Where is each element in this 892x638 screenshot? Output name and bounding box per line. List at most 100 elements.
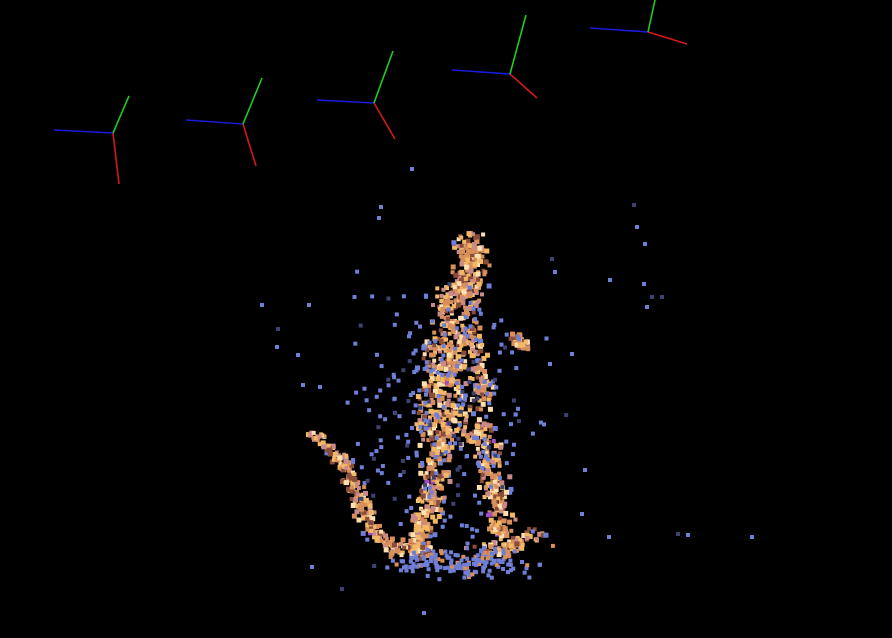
point xyxy=(484,449,489,454)
point xyxy=(325,447,331,453)
point xyxy=(473,317,478,322)
point xyxy=(500,528,506,534)
point xyxy=(524,532,530,538)
point xyxy=(423,293,428,298)
point xyxy=(492,503,498,508)
point xyxy=(460,323,465,328)
point xyxy=(457,347,462,353)
point xyxy=(524,566,529,571)
point xyxy=(372,535,376,540)
point xyxy=(456,564,461,568)
point xyxy=(501,508,506,513)
point xyxy=(477,464,482,468)
point xyxy=(354,390,359,395)
point xyxy=(508,558,513,563)
point xyxy=(468,376,473,380)
point xyxy=(423,476,428,480)
point xyxy=(480,556,485,561)
point xyxy=(473,429,479,435)
point xyxy=(453,334,459,340)
point xyxy=(503,345,508,350)
point xyxy=(475,553,480,558)
point xyxy=(449,367,454,372)
point xyxy=(426,567,431,572)
point xyxy=(433,555,438,560)
point xyxy=(459,558,464,563)
point xyxy=(348,470,354,476)
point xyxy=(346,477,352,483)
point xyxy=(416,542,421,547)
point xyxy=(482,387,487,392)
point xyxy=(345,400,350,405)
point xyxy=(353,497,359,503)
point xyxy=(510,336,515,340)
point xyxy=(480,463,485,468)
point xyxy=(445,297,451,302)
point xyxy=(501,412,506,417)
point xyxy=(339,466,343,471)
point xyxy=(471,557,476,562)
point xyxy=(432,330,437,335)
point xyxy=(420,463,425,468)
point xyxy=(462,411,468,417)
point xyxy=(440,431,446,437)
point xyxy=(436,441,442,447)
point xyxy=(338,461,343,466)
point xyxy=(421,381,427,387)
point xyxy=(514,342,520,348)
point xyxy=(430,472,434,477)
point xyxy=(465,340,471,346)
point xyxy=(463,393,468,398)
point xyxy=(473,337,478,342)
point xyxy=(410,167,414,171)
point xyxy=(331,457,336,462)
point xyxy=(510,536,516,542)
point xyxy=(353,482,359,487)
point xyxy=(476,333,482,339)
point xyxy=(499,342,504,347)
point xyxy=(428,380,434,386)
point xyxy=(275,345,279,349)
point xyxy=(435,480,440,485)
point xyxy=(491,491,497,497)
point xyxy=(420,563,425,567)
point xyxy=(433,455,438,460)
point xyxy=(461,275,467,281)
point xyxy=(486,472,491,476)
point xyxy=(463,570,468,575)
point xyxy=(489,561,494,566)
point xyxy=(487,568,492,573)
point xyxy=(415,512,421,518)
point xyxy=(486,397,491,402)
point xyxy=(435,414,440,419)
point xyxy=(474,528,479,533)
point xyxy=(454,304,458,309)
point xyxy=(462,242,467,247)
point xyxy=(307,303,311,307)
point xyxy=(446,392,452,398)
point xyxy=(378,438,383,443)
point xyxy=(422,520,428,526)
point xyxy=(498,548,503,553)
point xyxy=(444,376,450,381)
point xyxy=(447,421,452,426)
point xyxy=(445,402,451,408)
point xyxy=(428,528,434,534)
point xyxy=(463,381,469,387)
point xyxy=(428,534,433,539)
point xyxy=(376,535,380,540)
point xyxy=(432,343,437,348)
z-axis-line xyxy=(316,99,375,104)
point xyxy=(487,511,493,517)
point xyxy=(480,392,485,397)
point xyxy=(425,474,430,479)
point xyxy=(432,358,437,363)
point xyxy=(384,537,389,541)
point xyxy=(404,568,409,573)
point xyxy=(453,298,458,303)
point xyxy=(480,254,485,259)
point xyxy=(429,376,435,382)
point xyxy=(355,492,360,497)
